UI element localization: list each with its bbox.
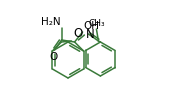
Text: CH₃: CH₃ <box>88 19 105 28</box>
Text: OH: OH <box>84 21 100 31</box>
Text: O: O <box>49 52 58 62</box>
Text: O: O <box>73 27 83 40</box>
Text: N: N <box>85 28 94 40</box>
Text: H₂N: H₂N <box>41 17 61 27</box>
